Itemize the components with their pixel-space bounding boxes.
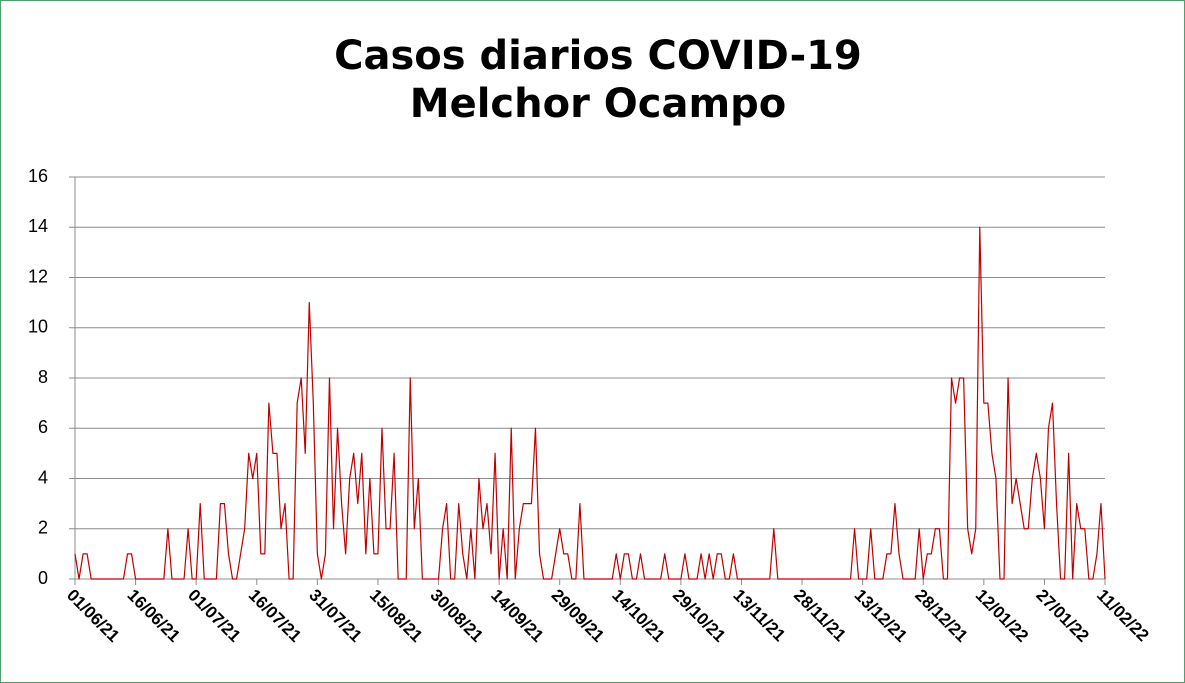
chart-subtitle: Melchor Ocampo bbox=[410, 81, 786, 127]
y-tick-label: 10 bbox=[28, 317, 48, 337]
y-tick-label: 2 bbox=[38, 518, 48, 538]
y-tick-label: 0 bbox=[38, 568, 48, 588]
y-tick-label: 16 bbox=[28, 166, 48, 186]
y-tick-label: 4 bbox=[38, 467, 48, 487]
y-tick-label: 8 bbox=[38, 367, 48, 387]
chart-title: Casos diarios COVID-19 bbox=[334, 33, 862, 79]
y-tick-label: 6 bbox=[38, 417, 48, 437]
data-line bbox=[74, 226, 1106, 580]
y-tick-label: 14 bbox=[28, 216, 48, 236]
y-tick-label: 12 bbox=[28, 266, 48, 286]
